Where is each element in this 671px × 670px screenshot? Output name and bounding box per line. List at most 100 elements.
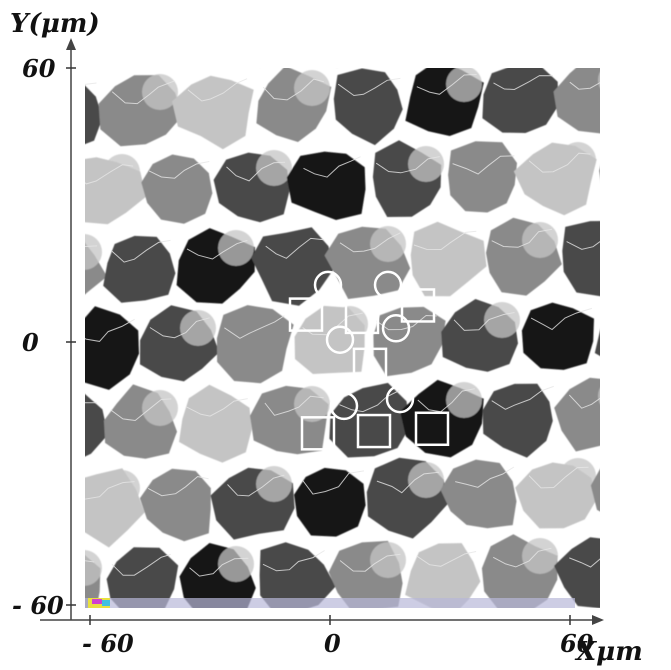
domain-contour <box>376 471 440 494</box>
domain-tile <box>85 394 108 457</box>
domain-contour <box>529 0 589 11</box>
domain-contour <box>376 314 437 331</box>
domain-tile <box>560 142 596 178</box>
domain-contour <box>645 69 671 91</box>
domain-tile <box>410 221 487 297</box>
domain-contour <box>416 551 477 567</box>
domain-tile <box>438 614 525 670</box>
domain-contour <box>149 317 210 339</box>
domain-tile <box>85 306 139 390</box>
domain-contour <box>605 0 668 11</box>
axes: 60 0 - 60 - 60 0 60 <box>12 38 604 658</box>
domain-tile <box>484 0 520 22</box>
domain-contour <box>110 398 172 422</box>
domain-tile <box>443 0 521 59</box>
domain-contour <box>645 545 671 561</box>
domain-tile <box>0 471 63 545</box>
y-axis-arrow-icon <box>66 38 76 50</box>
domain-tile <box>256 150 292 186</box>
domain-tile <box>636 0 671 18</box>
x-axis-arrow-icon <box>592 615 604 625</box>
y-axis-label: Y(μm) <box>10 9 100 39</box>
x-tick-label: 0 <box>324 629 341 658</box>
domain-contour <box>85 402 97 404</box>
domain-tile <box>598 71 600 89</box>
domain-contour <box>455 466 515 488</box>
x-tick-label: 60 <box>560 629 594 658</box>
domain-tile <box>294 386 330 422</box>
domain-contour <box>85 164 134 185</box>
domain-tile <box>553 68 600 134</box>
domain-tile <box>218 546 254 582</box>
domain-tile <box>216 305 294 384</box>
square-marker <box>352 347 388 383</box>
domain-tile <box>370 226 406 262</box>
domain-contour <box>569 557 600 568</box>
domain-contour <box>303 156 361 178</box>
domain-contour <box>377 629 439 649</box>
domain-tile <box>369 619 445 670</box>
domain-tile <box>446 382 482 418</box>
square-marker <box>300 416 336 451</box>
domain-tile <box>594 330 600 356</box>
domain-tile <box>448 141 517 213</box>
square-marker <box>400 288 436 323</box>
domain-contour <box>337 77 401 97</box>
domain-contour <box>453 626 515 648</box>
domain-contour <box>265 237 325 259</box>
domain-tile <box>251 227 333 306</box>
domain-contour <box>569 81 600 90</box>
domain-contour <box>85 560 95 563</box>
y-tick-label: 60 <box>22 54 56 83</box>
domain-tile <box>0 157 67 224</box>
domain-contour <box>452 155 515 175</box>
domain-tile <box>521 302 594 370</box>
domain-tile <box>446 68 482 102</box>
domain-tile <box>180 310 216 346</box>
domain-tile <box>554 537 600 608</box>
domain-tile <box>139 468 211 542</box>
domain-contour <box>454 0 515 14</box>
y-tick-label: 0 <box>22 328 39 357</box>
circle-marker <box>313 270 343 300</box>
square-marker <box>356 413 392 449</box>
domain-contour <box>111 80 175 105</box>
domain-contour <box>186 239 248 260</box>
domain-tile <box>599 167 600 177</box>
domain-contour <box>492 547 552 568</box>
domain-tile <box>172 75 254 150</box>
domain-contour <box>152 5 210 21</box>
domain-tile <box>370 542 406 578</box>
domain-tile <box>562 220 600 297</box>
x-axis-label: Xμm <box>574 637 643 667</box>
domain-contour <box>453 312 515 331</box>
domain-contour <box>339 232 401 253</box>
domain-tile <box>136 0 220 65</box>
domain-tile <box>630 57 671 136</box>
domain-contour <box>300 0 361 20</box>
domain-tile <box>286 151 366 220</box>
domain-contour <box>568 394 600 409</box>
domain-contour <box>224 315 285 339</box>
domain-tile <box>256 466 292 502</box>
domain-contour <box>189 557 249 577</box>
domain-contour <box>185 398 248 417</box>
circle-marker <box>373 270 403 300</box>
domain-contour <box>606 150 665 168</box>
domain-tile <box>636 298 671 334</box>
domain-contour <box>147 476 209 497</box>
domain-tile <box>440 459 517 529</box>
domain-tile <box>218 230 254 266</box>
domain-tile <box>484 302 520 338</box>
domain-contour <box>301 470 364 495</box>
domain-tile <box>482 68 559 133</box>
domain-contour <box>262 550 325 572</box>
domain-tile <box>106 547 179 608</box>
domain-contour <box>148 161 210 179</box>
domain-contour <box>85 82 97 85</box>
domain-tile <box>180 0 216 30</box>
domain-contour <box>339 553 401 572</box>
domain-tile <box>294 0 366 68</box>
